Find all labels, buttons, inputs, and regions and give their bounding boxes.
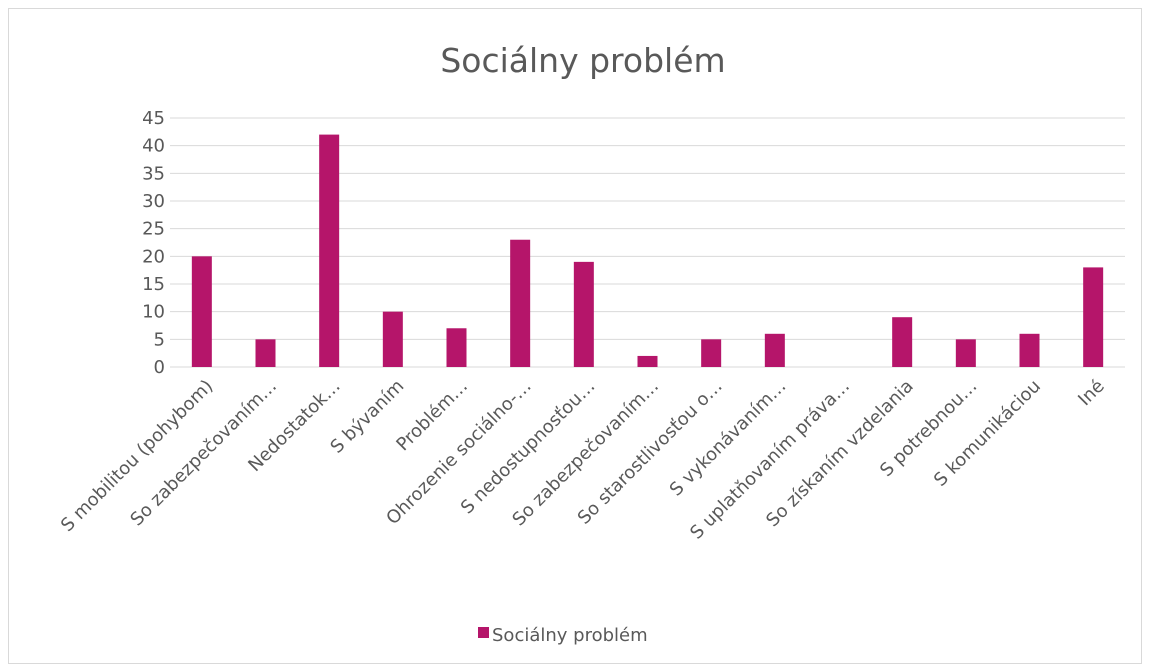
bar (892, 317, 913, 367)
y-tick-label: 15 (142, 274, 165, 295)
legend-label: Sociálny problém (492, 625, 648, 646)
bar (446, 328, 467, 367)
bar (1019, 333, 1040, 367)
bar (1083, 267, 1104, 367)
y-tick-label: 10 (142, 302, 165, 323)
bar (255, 339, 276, 367)
y-tick-label: 20 (142, 246, 165, 267)
y-tick-label: 30 (142, 191, 165, 212)
bar (637, 355, 658, 367)
y-tick-label: 25 (142, 219, 165, 240)
legend: Sociálny problém (478, 625, 648, 646)
bar (764, 333, 785, 367)
y-tick-label: 40 (142, 136, 165, 157)
bar (382, 311, 403, 367)
x-category-label: Iné (1074, 376, 1109, 411)
y-tick-label: 45 (142, 108, 165, 129)
x-category-label: S komunikáciou (930, 376, 1045, 491)
bar (955, 339, 976, 367)
chart-title: Sociálny problém (440, 41, 725, 80)
x-category-label: S vykonávaním… (666, 376, 791, 501)
y-axis-ticks: 0 5 10 15 20 25 30 35 40 45 (142, 108, 165, 378)
y-tick-label: 35 (142, 163, 165, 184)
y-tick-label: 0 (154, 357, 165, 378)
bar (319, 134, 340, 367)
y-tick-label: 5 (154, 329, 165, 350)
bar (191, 256, 212, 367)
bar (573, 261, 594, 367)
bar (701, 339, 722, 367)
bars (191, 134, 1104, 367)
legend-swatch (478, 627, 489, 638)
x-axis-labels: S mobilitou (pohybom)So zabezpečovaním…N… (57, 376, 1109, 544)
bar (510, 239, 531, 367)
gridlines (170, 117, 1125, 368)
